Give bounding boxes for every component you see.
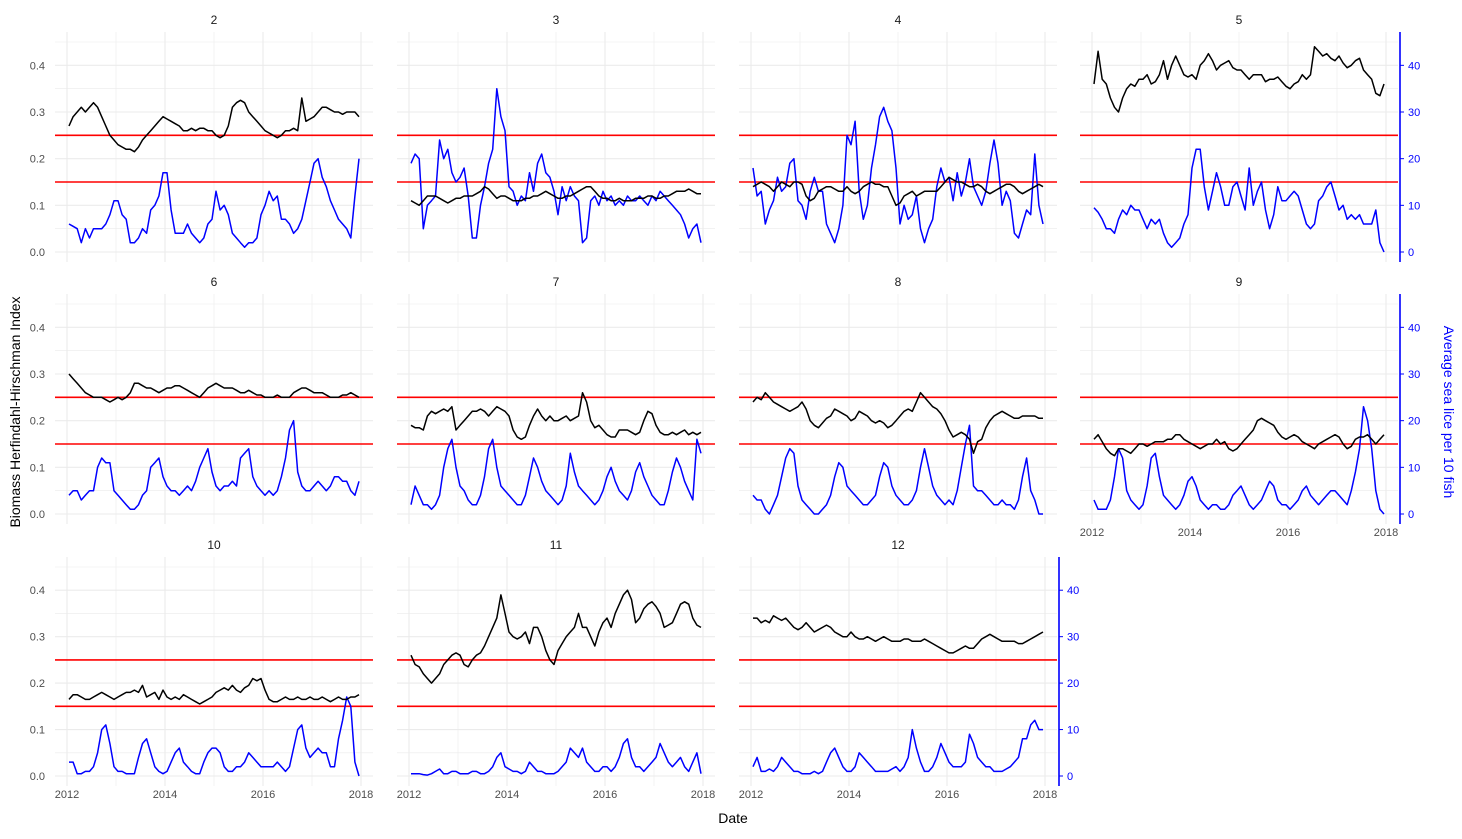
panels-group: 2 0.0 0.1 0.2 0.3 0.4 3 4 5 0 10 20 30 40 6 0.0 0.1 0.2 0.… <box>30 13 1421 801</box>
secondary-y-tick-label: 30 <box>1067 632 1079 644</box>
panel-11: 11 2012 2014 2016 2018 <box>397 538 715 801</box>
panel-5: 5 0 10 20 30 40 <box>1080 13 1420 262</box>
panel-title: 8 <box>895 275 902 289</box>
secondary-y-tick-label: 20 <box>1408 154 1420 166</box>
secondary-y-tick-label: 30 <box>1408 369 1420 381</box>
x-tick-label: 2016 <box>251 789 275 801</box>
lice-series-line <box>1093 405 1385 515</box>
y-tick-label: 0.3 <box>30 369 45 381</box>
y-tick-label: 0.4 <box>30 322 45 334</box>
hhi-series-line <box>410 391 702 441</box>
secondary-y-tick-label: 40 <box>1408 322 1420 334</box>
secondary-y-tick-label: 20 <box>1408 416 1420 428</box>
panel-10: 10 0.0 0.1 0.2 0.3 0.4 2012 2014 2016 2018 <box>30 538 374 801</box>
x-tick-label: 2018 <box>1033 789 1057 801</box>
secondary-y-tick-label: 40 <box>1408 60 1420 72</box>
y-tick-label: 0.3 <box>30 632 45 644</box>
secondary-y-tick-label: 30 <box>1408 107 1420 119</box>
x-tick-label: 2014 <box>495 789 519 801</box>
hhi-series-line <box>753 615 1044 654</box>
x-axis-label: Date <box>718 810 748 826</box>
y-tick-label: 0.3 <box>30 107 45 119</box>
panel-title: 3 <box>553 13 560 27</box>
panel-title: 2 <box>211 13 218 27</box>
panel-2: 2 0.0 0.1 0.2 0.3 0.4 <box>30 13 373 262</box>
y-tick-label: 0.0 <box>30 771 45 783</box>
y-tick-label: 0.1 <box>30 462 45 474</box>
lice-series-line <box>1093 148 1385 253</box>
y-tick-label: 0.4 <box>30 585 45 597</box>
x-tick-label: 2014 <box>153 789 177 801</box>
y-tick-label: 0.2 <box>30 154 45 166</box>
panel-6: 6 0.0 0.1 0.2 0.3 0.4 <box>30 275 373 524</box>
x-tick-label: 2012 <box>739 789 763 801</box>
panel-title: 4 <box>895 13 902 27</box>
secondary-y-tick-label: 10 <box>1408 200 1420 212</box>
lice-series-line <box>68 157 360 249</box>
hhi-series-line <box>1093 417 1385 457</box>
hhi-series-line <box>410 589 702 684</box>
x-tick-label: 2018 <box>349 789 373 801</box>
secondary-y-tick-label: 0 <box>1408 247 1414 259</box>
lice-series-line <box>752 106 1044 244</box>
x-tick-label: 2012 <box>397 789 421 801</box>
hhi-series-line <box>68 97 360 153</box>
y-tick-label: 0.2 <box>30 416 45 428</box>
y-tick-label: 0.1 <box>30 725 45 737</box>
y-tick-label: 0.0 <box>30 247 45 259</box>
secondary-y-tick-label: 0 <box>1067 771 1073 783</box>
panel-title: 7 <box>553 275 560 289</box>
y-tick-label: 0.0 <box>30 509 45 521</box>
x-tick-label: 2018 <box>1374 527 1398 539</box>
panel-12: 12 2012 2014 2016 2018 0 10 20 30 40 <box>739 538 1079 801</box>
panel-title: 5 <box>1236 13 1243 27</box>
secondary-y-tick-label: 10 <box>1067 725 1079 737</box>
hhi-series-line <box>68 677 360 705</box>
panel-4: 4 <box>739 13 1057 262</box>
hhi-series-line <box>410 185 701 207</box>
y-tick-label: 0.4 <box>30 60 45 72</box>
panel-8: 8 <box>739 275 1057 524</box>
panel-3: 3 <box>397 13 715 262</box>
lice-series-line <box>69 696 360 777</box>
panel-9: 9 2012 2014 2016 2018 0 10 20 30 40 <box>1080 275 1420 539</box>
x-tick-label: 2016 <box>935 789 959 801</box>
hhi-series-line <box>752 176 1044 207</box>
x-tick-label: 2012 <box>1080 527 1104 539</box>
hhi-series-line <box>68 373 360 403</box>
panel-title: 12 <box>891 538 905 552</box>
panel-title: 9 <box>1236 275 1243 289</box>
x-tick-label: 2018 <box>691 789 715 801</box>
lice-series-line <box>752 424 1043 515</box>
x-tick-label: 2012 <box>55 789 79 801</box>
secondary-y-tick-label: 40 <box>1067 585 1079 597</box>
lice-series-line <box>68 419 360 511</box>
secondary-y-tick-label: 0 <box>1408 509 1414 521</box>
lice-series-line <box>410 438 702 511</box>
lice-series-line <box>411 738 702 776</box>
hhi-series-line <box>1093 45 1385 113</box>
x-tick-label: 2014 <box>837 789 861 801</box>
x-tick-label: 2016 <box>593 789 617 801</box>
y-axis-label: Biomass Herfindahl-Hirschman Index <box>7 296 23 527</box>
x-tick-label: 2016 <box>1276 527 1300 539</box>
hhi-series-line <box>752 391 1043 455</box>
secondary-y-tick-label: 20 <box>1067 678 1079 690</box>
panel-7: 7 <box>397 275 715 524</box>
x-tick-label: 2014 <box>1178 527 1202 539</box>
panel-title: 11 <box>550 538 563 552</box>
panel-title: 10 <box>207 538 221 552</box>
secondary-y-axis-label: Average sea lice per 10 fish <box>1441 326 1457 499</box>
y-tick-label: 0.2 <box>30 678 45 690</box>
secondary-y-tick-label: 10 <box>1408 462 1420 474</box>
lice-series-line <box>752 719 1043 775</box>
y-tick-label: 0.1 <box>30 200 45 212</box>
panel-title: 6 <box>211 275 218 289</box>
